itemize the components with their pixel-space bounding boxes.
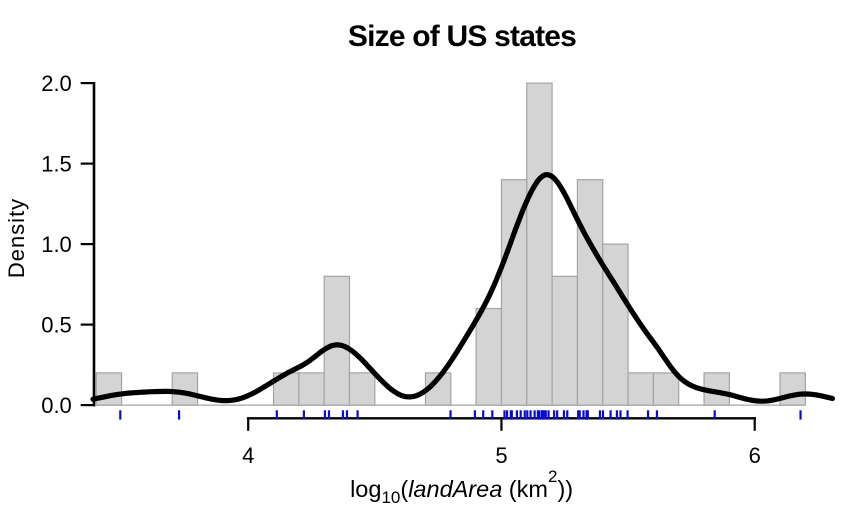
- svg-text:Density: Density: [4, 198, 29, 278]
- svg-text:Size of US states: Size of US states: [348, 20, 576, 53]
- svg-text:2.0: 2.0: [41, 71, 72, 96]
- svg-text:5: 5: [495, 443, 507, 468]
- svg-text:1.0: 1.0: [41, 232, 72, 257]
- svg-text:0.5: 0.5: [41, 313, 72, 338]
- svg-text:0.0: 0.0: [41, 393, 72, 418]
- svg-text:1.5: 1.5: [41, 152, 72, 177]
- svg-text:log10(landArea (km2)): log10(landArea (km2)): [350, 467, 573, 507]
- svg-text:6: 6: [749, 443, 761, 468]
- svg-text:4: 4: [242, 443, 254, 468]
